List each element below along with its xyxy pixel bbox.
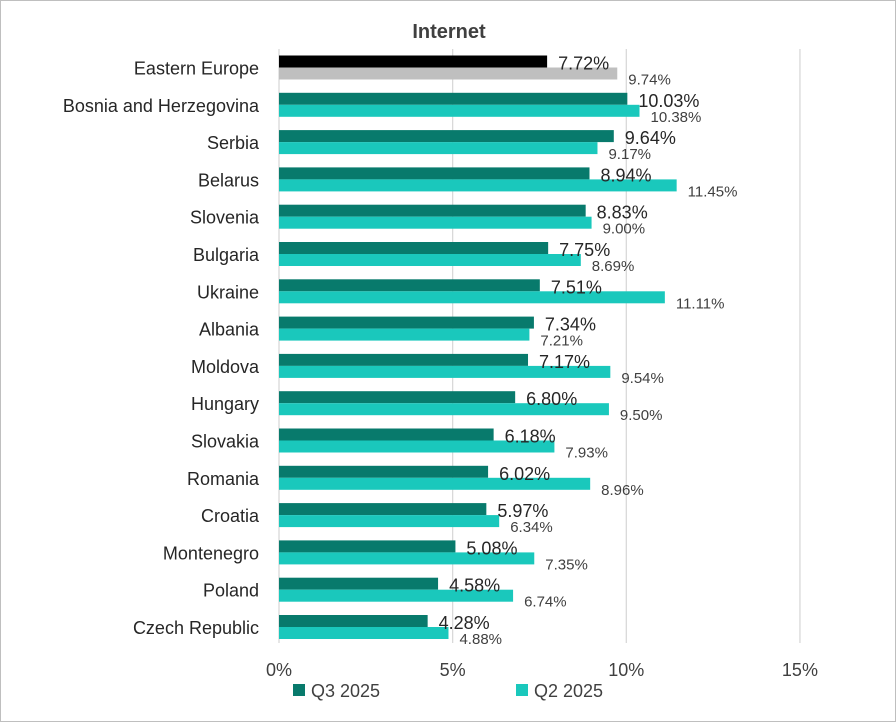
- data-label-q3: 4.58%: [449, 576, 500, 596]
- bar-q3: [279, 577, 439, 590]
- category-label: Czech Republic: [133, 618, 259, 638]
- bar-q3: [279, 428, 494, 441]
- data-label-q3: 4.28%: [439, 613, 490, 633]
- bar-q2: [279, 179, 677, 192]
- data-label-q3: 5.08%: [466, 538, 517, 558]
- bar-q2: [279, 552, 535, 565]
- data-label-q2: 9.50%: [620, 407, 663, 424]
- bar-q2: [279, 142, 598, 155]
- data-label-q2: 6.74%: [524, 594, 567, 611]
- data-label-q3: 10.03%: [638, 91, 699, 111]
- category-label: Moldova: [191, 357, 260, 377]
- category-label: Belarus: [198, 170, 259, 190]
- bar-q3: [279, 540, 456, 553]
- data-label-q2: 6.34%: [510, 519, 553, 536]
- data-label-q2: 4.88%: [459, 631, 502, 648]
- x-tick-label: 0%: [266, 660, 292, 680]
- data-label-q3: 8.94%: [600, 165, 651, 185]
- data-label-q2: 9.17%: [608, 146, 651, 163]
- data-label-q2: 10.38%: [650, 109, 701, 126]
- chart-title: Internet: [412, 21, 486, 43]
- category-label: Bulgaria: [193, 245, 260, 265]
- data-label-q2: 8.69%: [592, 258, 635, 275]
- category-label: Croatia: [201, 506, 260, 526]
- bar-q3: [279, 242, 549, 254]
- legend-label-q2: Q2 2025: [534, 681, 603, 701]
- data-label-q3: 7.75%: [559, 240, 610, 260]
- category-label: Slovakia: [191, 432, 260, 452]
- bar-q2: [279, 104, 640, 117]
- data-label-q3: 5.97%: [497, 501, 548, 521]
- category-label: Montenegro: [163, 543, 259, 563]
- category-label: Hungary: [191, 394, 259, 414]
- bar-q3: [279, 391, 516, 404]
- legend-label-q3: Q3 2025: [311, 681, 380, 701]
- data-label-q3: 8.83%: [597, 203, 648, 223]
- bar-q2: [279, 216, 592, 229]
- bar-q3: [279, 316, 534, 329]
- bar-q3: [279, 130, 614, 143]
- bar-q3: [279, 503, 487, 516]
- x-tick-label: 15%: [782, 660, 818, 680]
- data-label-q2: 8.96%: [601, 482, 644, 499]
- x-axis-ticks: 0% 5% 10% 15%: [266, 660, 818, 680]
- bar-q2: [279, 589, 514, 602]
- bar-q2: [279, 291, 665, 304]
- data-label-q2: 9.74%: [628, 72, 671, 89]
- category-label: Slovenia: [190, 208, 260, 228]
- category-labels: Eastern Europe Bosnia and Herzegovina Serb…: [63, 59, 260, 639]
- bar-q3: [279, 204, 586, 217]
- data-label-q3: 7.51%: [551, 277, 602, 297]
- bar-q3: [279, 55, 548, 68]
- bar-q3: [279, 167, 590, 180]
- bar-q3: [279, 279, 540, 292]
- category-label: Bosnia and Herzegovina: [63, 96, 260, 116]
- data-label-q3: 6.02%: [499, 464, 550, 484]
- x-tick-label: 10%: [608, 660, 644, 680]
- bar-q2: [279, 67, 618, 80]
- bar-q2: [279, 440, 555, 453]
- data-label-q3: 7.34%: [545, 315, 596, 335]
- bars: [279, 55, 677, 639]
- legend-swatch-q3: [293, 684, 305, 696]
- bar-q2: [279, 328, 530, 341]
- bar-q3: [279, 615, 428, 627]
- data-label-q2: 9.00%: [603, 221, 646, 238]
- category-label: Serbia: [207, 133, 260, 153]
- bar-q3: [279, 92, 628, 105]
- x-tick-label: 5%: [440, 660, 466, 680]
- category-label: Albania: [199, 320, 260, 340]
- data-label-q2: 7.93%: [565, 445, 608, 462]
- category-label: Romania: [187, 469, 260, 489]
- data-labels: 7.72% 9.74% 10.03%10.38% 9.64%9.17% 8.94% 11.…: [439, 54, 738, 649]
- bar-q2: [279, 365, 611, 378]
- data-label-q3: 6.80%: [526, 389, 577, 409]
- data-label-q3: 7.17%: [539, 352, 590, 372]
- category-label: Eastern Europe: [134, 59, 259, 79]
- legend: Q3 2025 Q2 2025: [293, 681, 603, 701]
- bar-q2: [279, 515, 500, 528]
- bar-q2: [279, 254, 581, 266]
- data-label-q2: 11.11%: [676, 295, 725, 312]
- data-label-q2: 7.21%: [540, 333, 583, 350]
- data-label-q2: 11.45%: [688, 183, 738, 200]
- bar-q2: [279, 477, 591, 490]
- legend-swatch-q2: [516, 684, 528, 696]
- bar-q2: [279, 403, 609, 416]
- data-label-q2: 7.35%: [545, 556, 588, 573]
- data-label-q3: 9.64%: [625, 128, 676, 148]
- category-label: Poland: [203, 581, 259, 601]
- data-label-q2: 9.54%: [621, 370, 664, 387]
- data-label-q3: 7.72%: [558, 54, 609, 74]
- category-label: Ukraine: [197, 282, 259, 302]
- bar-q3: [279, 353, 529, 366]
- bar-q2: [279, 627, 449, 639]
- bar-q3: [279, 465, 489, 478]
- data-label-q3: 6.18%: [505, 427, 556, 447]
